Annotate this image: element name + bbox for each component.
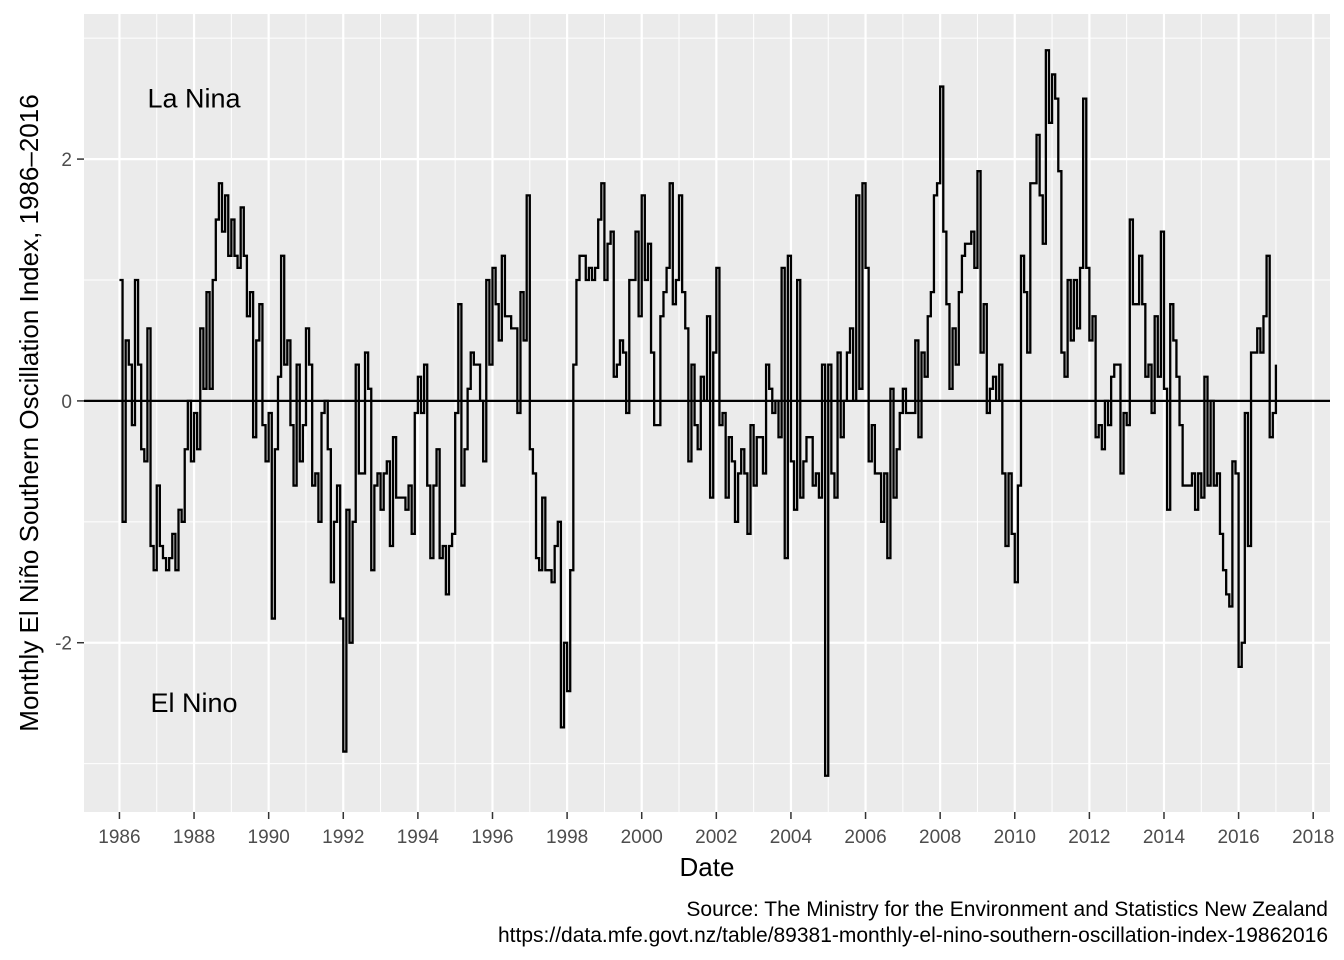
caption: Source: The Ministry for the Environment…: [498, 898, 1328, 947]
y-tick-label: 0: [61, 392, 72, 413]
x-tick-label: 2000: [621, 827, 663, 848]
x-tick-label: 1988: [173, 827, 215, 848]
annotations: La Nina El Nino: [148, 84, 242, 719]
y-tick-label: 2: [61, 150, 72, 171]
x-tick-label: 1994: [397, 827, 440, 848]
y-tick-label: -2: [55, 634, 72, 655]
annotation-label: La Nina: [148, 84, 242, 114]
caption-line: Source: The Ministry for the Environment…: [686, 898, 1328, 921]
x-tick-label: 2012: [1068, 827, 1110, 848]
x-tick-label: 1996: [471, 827, 513, 848]
x-tick-label: 2016: [1217, 827, 1259, 848]
caption-line: https://data.mfe.govt.nz/table/89381-mon…: [498, 924, 1328, 947]
x-tick-label: 2018: [1292, 827, 1334, 848]
y-axis-title: Monthly El Niño Southern Oscillation Ind…: [14, 94, 44, 731]
x-tick-label: 2002: [695, 827, 737, 848]
x-tick-label: 1986: [98, 827, 140, 848]
x-tick-label: 2014: [1143, 827, 1186, 848]
annotation-label: El Nino: [151, 688, 238, 718]
x-tick-label: 2008: [919, 827, 961, 848]
x-tick-label: 2006: [844, 827, 886, 848]
x-tick-label: 2004: [770, 827, 813, 848]
x-tick-label: 2010: [994, 827, 1036, 848]
x-axis-title: Date: [680, 852, 735, 882]
plot-panel: [84, 14, 1330, 812]
x-tick-label: 1990: [248, 827, 290, 848]
y-axis-ticks: -2 0 2: [55, 150, 84, 655]
x-tick-label: 1992: [322, 827, 364, 848]
enso-index-series-line: [119, 49, 1278, 777]
minor-gridlines: [84, 14, 1330, 812]
x-tick-label: 1998: [546, 827, 588, 848]
x-axis-ticks: 1986 1988 1990 1992 1994 1996 1998 2000 2002 2004…: [98, 812, 1334, 848]
